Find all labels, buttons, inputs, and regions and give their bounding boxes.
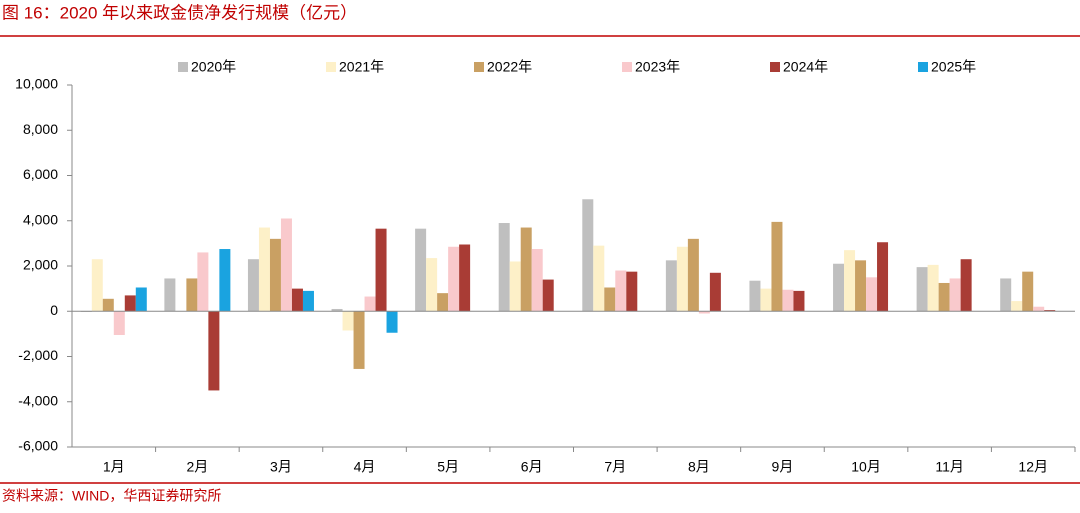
bar	[124, 295, 136, 312]
bar	[186, 278, 198, 312]
bar	[280, 218, 292, 312]
bar	[833, 263, 845, 312]
bar	[676, 246, 688, 312]
y-tick-label: -4,000	[18, 392, 58, 408]
bar	[437, 293, 449, 312]
legend-label: 2020年	[191, 59, 236, 75]
bar	[375, 228, 387, 312]
y-tick-label: 10,000	[15, 76, 58, 92]
bar	[582, 199, 594, 312]
bar	[698, 311, 710, 314]
bar	[1011, 301, 1023, 312]
bar	[331, 308, 343, 312]
bar	[844, 250, 856, 312]
legend-label: 2022年	[487, 59, 532, 75]
bar	[302, 290, 314, 312]
bar	[531, 249, 543, 312]
x-tick-label: 6月	[521, 459, 543, 475]
bar	[291, 288, 303, 312]
bar	[459, 244, 471, 312]
bar	[1000, 278, 1012, 312]
bar	[1033, 306, 1045, 312]
source: 资料来源：WIND，华西证券研究所	[2, 488, 221, 504]
bar	[771, 221, 783, 312]
x-tick-label: 9月	[772, 459, 794, 475]
bar	[927, 264, 939, 312]
bar	[164, 278, 176, 312]
y-tick-label: -2,000	[18, 347, 58, 363]
bar	[866, 277, 878, 312]
y-tick-label: 0	[50, 302, 58, 318]
bar	[782, 289, 794, 312]
bar	[386, 311, 398, 333]
x-tick-label: 10月	[851, 459, 881, 475]
bar	[219, 249, 231, 312]
x-tick-label: 7月	[604, 459, 626, 475]
bar	[102, 298, 114, 312]
legend-swatch	[918, 62, 928, 72]
chart-title: 图 16：2020 年以来政金债净发行规模（亿元）	[2, 3, 357, 22]
bar	[197, 252, 209, 312]
x-tick-label: 1月	[103, 459, 125, 475]
x-tick-label: 8月	[688, 459, 710, 475]
bar	[498, 223, 510, 312]
bar	[604, 287, 616, 312]
bar	[615, 270, 627, 312]
bar	[749, 280, 761, 312]
y-tick-label: 2,000	[23, 257, 58, 273]
bar	[687, 238, 699, 312]
x-tick-label: 12月	[1018, 459, 1048, 475]
legend-swatch	[622, 62, 632, 72]
bar	[877, 242, 889, 312]
bar	[415, 228, 427, 312]
bar	[949, 278, 961, 312]
bar	[342, 311, 354, 331]
y-tick-label: 4,000	[23, 211, 58, 227]
legend-label: 2024年	[783, 59, 828, 75]
x-tick-label: 2月	[186, 459, 208, 475]
bar	[448, 246, 460, 312]
bar	[208, 311, 220, 391]
bar	[91, 259, 103, 312]
bar	[509, 261, 521, 312]
legend-swatch	[474, 62, 484, 72]
bar	[520, 227, 532, 312]
bar	[1044, 310, 1056, 312]
bar	[960, 259, 972, 312]
bar	[593, 245, 605, 312]
bar	[135, 287, 147, 312]
bar	[1022, 271, 1034, 312]
y-tick-label: 6,000	[23, 166, 58, 182]
bar	[793, 290, 805, 312]
legend-swatch	[326, 62, 336, 72]
bar	[855, 260, 867, 312]
x-tick-label: 5月	[437, 459, 459, 475]
bar	[247, 259, 259, 312]
legend-label: 2025年	[931, 59, 976, 75]
bar	[426, 258, 438, 312]
bar	[760, 288, 772, 312]
bar	[626, 271, 638, 312]
y-tick-label: 8,000	[23, 121, 58, 137]
bar	[258, 227, 270, 312]
bar	[916, 267, 928, 312]
bar	[665, 260, 677, 312]
x-tick-label: 4月	[354, 459, 376, 475]
bar	[709, 272, 721, 312]
legend-label: 2021年	[339, 59, 384, 75]
bar	[938, 282, 950, 312]
bar	[353, 311, 365, 369]
bar	[542, 279, 554, 312]
legend-swatch	[770, 62, 780, 72]
legend-label: 2023年	[635, 59, 680, 75]
y-tick-label: -6,000	[18, 438, 58, 454]
legend-swatch	[178, 62, 188, 72]
bar	[269, 238, 281, 312]
x-tick-label: 3月	[270, 459, 292, 475]
x-tick-label: 11月	[935, 459, 964, 475]
bar	[364, 296, 376, 312]
bar	[113, 311, 125, 336]
